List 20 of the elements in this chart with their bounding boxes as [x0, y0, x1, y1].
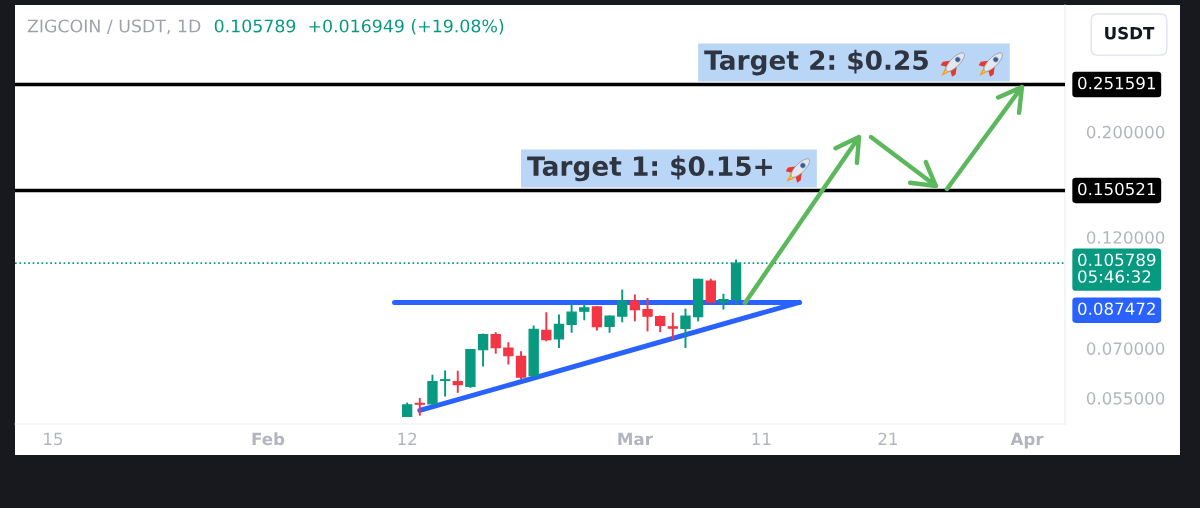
ref-line-label: 0.150521	[1078, 182, 1155, 196]
text: 0.087472	[1078, 302, 1155, 316]
text: 0.105789 +0.016949 (+19.08%)	[214, 19, 504, 35]
x-tick-label: 15	[44, 432, 63, 446]
ref-line-label: 0.251591	[1078, 76, 1155, 90]
y-tick-label: 0.055000	[1086, 392, 1165, 405]
x-tick-label: 21	[878, 432, 897, 445]
annotation: Target 2: $0.25	[704, 49, 928, 76]
x-tick-label: Feb	[252, 432, 285, 446]
text: ZIGCOIN / USDT, 1D	[27, 19, 201, 35]
annotation: Target 1: $0.15+	[527, 155, 772, 182]
y-axis-title: USDT	[1105, 26, 1155, 40]
ref-line-label: 0.105789 05:46:32	[1078, 253, 1156, 283]
x-tick-label: 12	[398, 432, 417, 445]
x-tick-label: Apr	[1010, 432, 1044, 449]
x-tick-label: 11	[752, 432, 771, 445]
y-tick-label: 0.070000	[1086, 342, 1165, 355]
x-tick-label: Mar	[618, 432, 653, 446]
y-tick-label: 0.200000	[1086, 125, 1165, 139]
y-tick-label: 0.120000	[1086, 231, 1165, 244]
